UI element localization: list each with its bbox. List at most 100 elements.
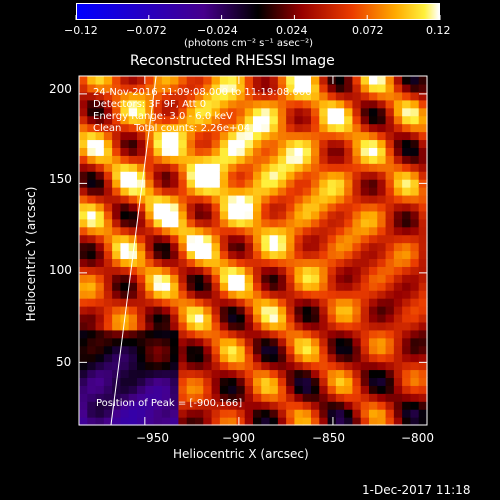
heatmap-cell — [178, 353, 188, 363]
heatmap-cell — [244, 298, 254, 307]
heatmap-cell — [377, 329, 387, 339]
heatmap-cell — [360, 123, 370, 133]
heatmap-cell — [286, 306, 296, 315]
heatmap-cell — [327, 298, 337, 307]
heatmap-cell — [344, 306, 354, 315]
heatmap-cell — [286, 417, 296, 426]
heatmap-cell — [137, 107, 146, 117]
heatmap-cell — [344, 234, 354, 244]
heatmap-cell — [319, 306, 329, 315]
heatmap-cell — [335, 202, 345, 212]
heatmap-cell — [203, 313, 213, 323]
heatmap-cell — [170, 187, 180, 196]
heatmap-cell — [195, 210, 204, 220]
heatmap-cell — [137, 417, 146, 426]
x-tick-label-950: −950 — [136, 431, 169, 445]
heatmap-cell — [219, 226, 229, 236]
heatmap-cell — [87, 76, 97, 85]
heatmap-cell — [302, 250, 312, 260]
heatmap-cell — [244, 115, 254, 125]
heatmap-cell — [377, 409, 387, 418]
heatmap-cell — [153, 385, 163, 394]
heatmap-cell — [103, 179, 113, 188]
heatmap-cell — [311, 266, 320, 275]
heatmap-cell — [228, 337, 238, 347]
heatmap-cell — [203, 409, 213, 418]
heatmap-cell — [319, 163, 329, 172]
heatmap-cell — [327, 131, 337, 141]
heatmap-cell — [103, 298, 113, 307]
heatmap-cell — [302, 179, 312, 188]
heatmap-cell — [170, 377, 180, 386]
heatmap-cell — [153, 337, 163, 347]
heatmap-cell — [120, 155, 130, 164]
heatmap-cell — [128, 83, 138, 93]
heatmap-cell — [103, 115, 113, 125]
heatmap-cell — [319, 258, 329, 267]
heatmap-cell — [344, 179, 354, 188]
heatmap-cell — [402, 115, 412, 125]
heatmap-cell — [294, 123, 304, 133]
heatmap-cell — [393, 139, 403, 148]
heatmap-cell — [219, 274, 229, 283]
heatmap-cell — [128, 76, 138, 85]
heatmap-cell — [319, 179, 329, 188]
heatmap-cell — [79, 290, 88, 299]
heatmap-cell — [418, 171, 428, 180]
heatmap-cell — [87, 369, 97, 379]
heatmap-cell — [277, 282, 287, 291]
heatmap-cell — [261, 123, 271, 133]
heatmap-cell — [410, 83, 420, 93]
heatmap-cell — [402, 171, 412, 180]
heatmap-cell — [219, 361, 229, 371]
heatmap-cell — [253, 99, 262, 109]
heatmap-cell — [137, 337, 146, 347]
heatmap-cell — [203, 298, 213, 307]
heatmap-cell — [219, 409, 229, 418]
heatmap-cell — [327, 83, 337, 93]
heatmap-cell — [178, 202, 188, 212]
heatmap-cell — [195, 345, 204, 355]
heatmap-cell — [236, 266, 246, 275]
heatmap-cell — [377, 155, 387, 164]
heatmap-cell — [87, 250, 97, 260]
heatmap-cell — [294, 139, 304, 148]
heatmap-cell — [128, 194, 138, 204]
heatmap-cell — [402, 258, 412, 267]
heatmap-cell — [203, 345, 213, 355]
heatmap-cell — [319, 242, 329, 252]
heatmap-cell — [311, 202, 320, 212]
heatmap-cell — [236, 298, 246, 307]
heatmap-cell — [253, 187, 262, 196]
heatmap-cell — [244, 329, 254, 339]
heatmap-cell — [236, 321, 246, 331]
heatmap-cell — [269, 290, 279, 299]
heatmap-cell — [418, 194, 428, 204]
heatmap-cell — [277, 115, 287, 125]
heatmap-cell — [369, 361, 378, 371]
heatmap-cell — [261, 393, 271, 402]
heatmap-cell — [319, 115, 329, 125]
heatmap-cell — [195, 107, 204, 117]
heatmap-cell — [418, 258, 428, 267]
heatmap-cell — [385, 250, 395, 260]
heatmap-cell — [145, 290, 155, 299]
heatmap-cell — [261, 99, 271, 109]
heatmap-cell — [79, 202, 88, 212]
heatmap-cell — [195, 274, 204, 283]
heatmap-cell — [418, 147, 428, 156]
heatmap-cell — [302, 401, 312, 410]
heatmap-cell — [393, 91, 403, 101]
heatmap-cell — [79, 329, 88, 339]
heatmap-cell — [410, 282, 420, 291]
heatmap-cell — [294, 337, 304, 347]
heatmap-cell — [244, 131, 254, 141]
heatmap-cell — [244, 401, 254, 410]
heatmap-cell — [112, 226, 122, 236]
heatmap-cell — [137, 234, 146, 244]
heatmap-cell — [178, 179, 188, 188]
heatmap-cell — [277, 401, 287, 410]
heatmap-cell — [244, 385, 254, 394]
heatmap-cell — [418, 250, 428, 260]
heatmap-cell — [95, 99, 105, 109]
